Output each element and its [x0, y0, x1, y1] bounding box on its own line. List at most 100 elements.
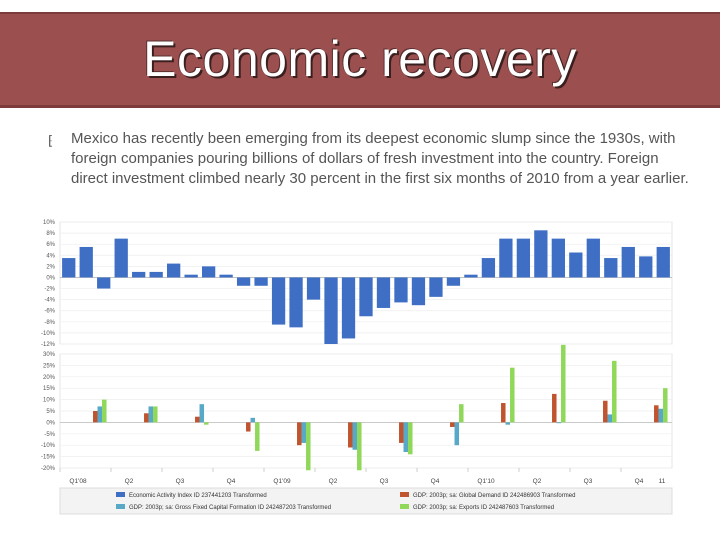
- bottom-bar: [505, 422, 511, 425]
- bottom-bar: [255, 422, 260, 451]
- top-y-tick-label: 6%: [46, 242, 55, 248]
- x-tick-label: Q3: [176, 478, 185, 485]
- top-bar: [184, 274, 198, 278]
- top-y-tick-label: -4%: [44, 298, 55, 304]
- legend-swatch: [400, 492, 409, 497]
- bottom-bar: [603, 400, 608, 423]
- top-y-tick-label: -10%: [41, 331, 56, 337]
- top-bar: [499, 238, 513, 278]
- x-tick-label: Q2: [533, 478, 542, 485]
- x-tick-label: Q1'10: [477, 478, 495, 485]
- top-bar: [429, 277, 443, 297]
- top-y-tick-label: 2%: [46, 264, 55, 270]
- bottom-y-tick-label: 30%: [43, 352, 56, 358]
- bottom-bar: [250, 417, 256, 423]
- x-tick-label: Q3: [584, 478, 593, 485]
- top-bar: [62, 258, 76, 278]
- bottom-bar: [246, 422, 251, 432]
- top-y-tick-label: -12%: [41, 342, 56, 348]
- bottom-bar: [501, 403, 506, 423]
- top-bar: [79, 246, 93, 278]
- top-y-tick-label: 8%: [46, 231, 55, 237]
- bottom-bar: [561, 344, 566, 423]
- top-bar: [201, 266, 216, 278]
- top-bar: [516, 238, 531, 278]
- top-bar: [604, 258, 618, 278]
- top-bar: [411, 277, 426, 306]
- bottom-y-tick-label: 10%: [43, 398, 56, 404]
- top-bar: [341, 277, 356, 339]
- legend-swatch: [400, 504, 409, 509]
- top-bar: [551, 238, 565, 278]
- bottom-y-tick-label: -15%: [41, 455, 56, 461]
- top-bar: [149, 271, 163, 278]
- top-bar: [167, 263, 181, 278]
- legend-label: GDP: 2003p; sa: Gross Fixed Capital Form…: [129, 505, 331, 511]
- x-tick-label: Q4: [227, 478, 236, 485]
- bottom-y-tick-label: 25%: [43, 363, 56, 369]
- bottom-y-tick-label: 20%: [43, 375, 56, 381]
- top-y-tick-label: 10%: [43, 220, 56, 226]
- bottom-bar: [297, 422, 302, 446]
- legend-swatch: [116, 492, 125, 497]
- bottom-bar: [454, 422, 460, 446]
- top-bar: [271, 277, 286, 325]
- top-y-tick-label: 4%: [46, 253, 55, 259]
- top-bar: [132, 271, 146, 278]
- bottom-bar: [552, 393, 557, 423]
- bottom-bar: [97, 406, 103, 423]
- bottom-y-tick-label: 0%: [46, 420, 55, 426]
- bottom-bar: [510, 367, 515, 423]
- x-tick-label: Q1'08: [69, 478, 87, 485]
- top-y-tick-label: -8%: [44, 320, 55, 326]
- bottom-y-tick-label: -20%: [41, 466, 56, 472]
- top-bar: [639, 256, 653, 278]
- top-y-tick-label: -2%: [44, 287, 55, 293]
- top-bar: [376, 277, 391, 308]
- title-banner: [0, 12, 720, 108]
- top-bar: [324, 277, 338, 344]
- top-bar: [481, 258, 496, 278]
- x-tick-label: Q2: [329, 478, 338, 485]
- x-tick-label: Q4: [635, 478, 644, 485]
- top-bar: [569, 252, 583, 278]
- top-bar: [586, 238, 600, 278]
- bottom-bar: [612, 360, 617, 423]
- top-bar: [446, 277, 461, 286]
- bottom-bar: [301, 422, 307, 443]
- bottom-bar: [607, 414, 613, 423]
- top-bar: [621, 246, 635, 278]
- bottom-y-tick-label: -10%: [41, 443, 56, 449]
- legend-label: Economic Activity Index ID 237441203 Tra…: [129, 493, 267, 499]
- legend-label: GDP: 2003p; sa: Exports ID 242487603 Tra…: [413, 505, 554, 511]
- bottom-bar: [658, 408, 664, 423]
- top-bar: [236, 277, 251, 286]
- bottom-bar: [556, 422, 562, 424]
- bottom-bar: [306, 422, 311, 471]
- bottom-bar: [459, 404, 464, 423]
- bottom-bar: [357, 422, 362, 471]
- bottom-bar: [450, 422, 455, 427]
- top-bar: [114, 238, 128, 278]
- bottom-bar: [352, 422, 358, 450]
- top-y-tick-label: 0%: [46, 275, 55, 281]
- bottom-bar: [348, 422, 353, 448]
- top-bar: [656, 246, 670, 278]
- body-paragraph: Mexico has recently been emerging from i…: [71, 130, 689, 187]
- bottom-bar: [663, 388, 668, 423]
- bottom-bar: [204, 422, 209, 425]
- top-bar: [254, 277, 268, 286]
- bottom-bar: [102, 399, 107, 423]
- x-tick-label: Q3: [380, 478, 389, 485]
- x-tick-label: Q1'09: [273, 478, 291, 485]
- x-tick-label: Q4: [431, 478, 440, 485]
- bottom-bar: [199, 404, 205, 423]
- legend-swatch: [116, 504, 125, 509]
- legend-label: GDP: 2003p; sa: Global Demand ID 2424869…: [413, 493, 575, 499]
- bottom-y-tick-label: -5%: [44, 432, 55, 438]
- bottom-bar: [403, 422, 409, 453]
- top-bar: [359, 277, 373, 317]
- bullet-icon: ⁅: [48, 133, 54, 148]
- bottom-bar: [153, 406, 158, 423]
- slide-title: Economic recovery: [143, 31, 577, 87]
